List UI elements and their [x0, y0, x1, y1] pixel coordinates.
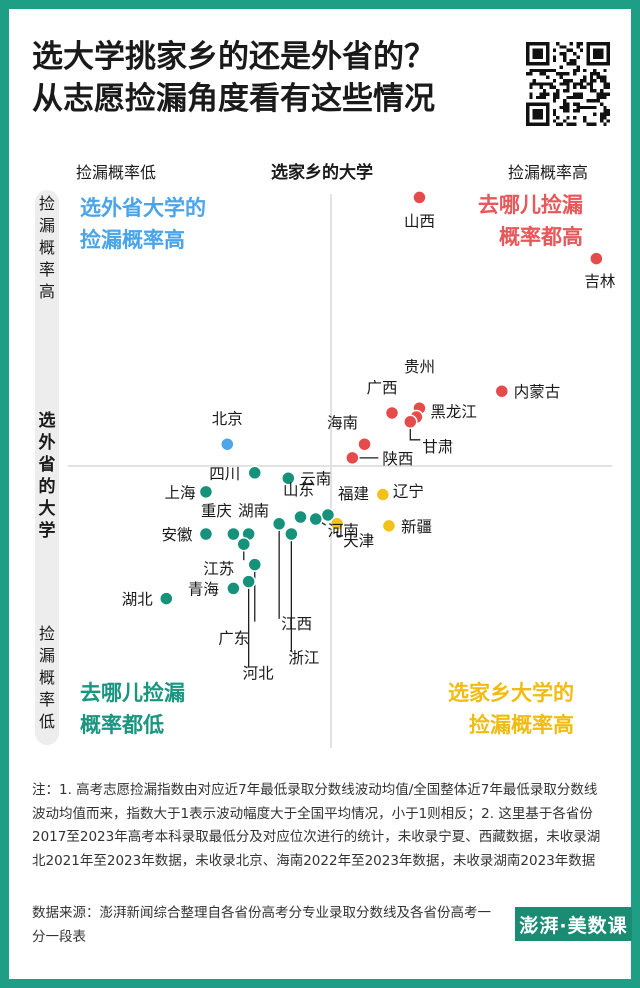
quadrant-top-right: 去哪儿捡漏 概率都高 — [478, 189, 583, 253]
quadrant-text-line: 捡漏概率高 — [469, 713, 574, 737]
point-label-22: 广东 — [218, 630, 249, 648]
data-point-26 — [375, 487, 391, 502]
point-label-2: 内蒙古 — [514, 383, 561, 401]
data-point-22 — [247, 557, 262, 572]
data-point-13 — [293, 509, 308, 525]
data-point-17 — [198, 526, 214, 542]
quadrant-bottom-left: 去哪儿捡漏 概率都低 — [80, 677, 185, 741]
point-label-26: 辽宁 — [393, 483, 424, 501]
quadrant-text-line: 选家乡大学的 — [448, 681, 574, 705]
point-label-8: 陕西 — [382, 450, 413, 468]
data-point-2 — [494, 383, 510, 399]
left-axis-band — [35, 190, 59, 745]
point-label-9: 北京 — [212, 410, 243, 428]
footnote: 注：1. 高考志愿捡漏指数由对应近7年最低录取分数线波动均值/全国整体近7年最低… — [32, 782, 601, 869]
point-label-4: 广西 — [366, 379, 397, 397]
point-label-24: 青海 — [188, 580, 219, 598]
y-low-label: 捡漏概率低 — [38, 624, 55, 731]
point-label-15: 重庆 — [201, 502, 232, 520]
point-label-21: 河南 — [328, 522, 359, 540]
data-point-0 — [412, 190, 427, 205]
y-axis-label: 选外省的大学 — [38, 411, 56, 541]
x-low-label: 捡漏概率低 — [76, 163, 157, 182]
point-label-10: 四川 — [209, 465, 240, 483]
data-point-21 — [308, 511, 323, 527]
data-point-20 — [284, 526, 299, 542]
point-label-12: 上海 — [164, 484, 195, 502]
quadrant-text-line: 概率都高 — [499, 225, 583, 249]
x-high-label: 捡漏概率高 — [508, 163, 589, 182]
data-point-23 — [241, 574, 256, 589]
data-point-11 — [281, 470, 296, 486]
data-point-15 — [226, 526, 241, 542]
point-label-11: 云南 — [300, 470, 331, 488]
quadrant-text-line: 去哪儿捡漏 — [80, 681, 185, 705]
quadrant-text-line: 概率都低 — [80, 713, 164, 737]
data-point-18 — [236, 536, 252, 552]
point-label-1: 吉林 — [584, 273, 616, 291]
data-point-10 — [247, 465, 262, 481]
quadrant-bottom-right: 选家乡大学的 捡漏概率高 — [448, 677, 574, 741]
x-axis-label: 选家乡的大学 — [271, 163, 373, 183]
point-label-5: 黑龙江 — [430, 403, 477, 421]
data-point-27 — [381, 518, 397, 534]
point-label-16: 湖南 — [238, 502, 269, 520]
point-label-7: 海南 — [327, 414, 358, 432]
data-point-9 — [220, 436, 235, 452]
point-label-23: 河北 — [243, 665, 275, 683]
brand-badge: 澎湃·美数课 — [515, 907, 632, 941]
point-label-28: 天津 — [343, 532, 374, 550]
point-label-6: 甘肃 — [422, 438, 453, 456]
qr-code-icon[interactable] — [526, 42, 610, 126]
data-source: 数据来源：澎湃新闻综合整理自各省份高考分专业录取分数线及各省份高考一分一段表 — [32, 905, 491, 945]
data-point-24 — [226, 581, 241, 596]
data-point-7 — [357, 436, 372, 452]
point-label-0: 山西 — [404, 212, 435, 230]
point-label-25: 湖北 — [122, 591, 154, 609]
data-point-1 — [589, 251, 604, 266]
data-point-19 — [271, 516, 287, 532]
quadrant-text-line: 捡漏概率高 — [80, 228, 185, 252]
point-label-18: 江苏 — [203, 560, 234, 578]
point-label-3: 贵州 — [404, 358, 435, 376]
data-point-25 — [159, 591, 174, 606]
data-point-28 — [329, 516, 345, 532]
title-line-1: 选大学挑家乡的还是外省的？ — [32, 39, 435, 75]
point-label-14: 福建 — [338, 485, 369, 503]
quadrant-text-line: 选外省大学的 — [80, 196, 206, 220]
data-point-4 — [384, 405, 400, 421]
quadrant-top-left: 选外省大学的 捡漏概率高 — [80, 192, 206, 256]
quadrant-text-line: 去哪儿捡漏 — [478, 193, 583, 217]
title-line-2: 从志愿捡漏角度看有这些情况 — [32, 81, 435, 117]
point-label-13: 山东 — [283, 481, 314, 499]
point-label-27: 新疆 — [401, 518, 432, 536]
point-label-17: 安徽 — [161, 526, 193, 544]
point-label-19: 江西 — [281, 615, 312, 633]
data-point-12 — [198, 484, 214, 500]
point-label-20: 浙江 — [288, 649, 319, 667]
data-point-8 — [345, 450, 360, 466]
data-point-6 — [403, 414, 418, 430]
y-high-label: 捡漏概率高 — [38, 194, 55, 301]
